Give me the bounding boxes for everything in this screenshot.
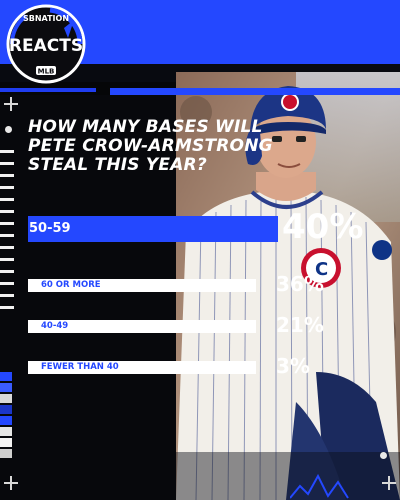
poll-option-percent: 21%	[276, 313, 324, 337]
logo-name: REACTS	[9, 36, 83, 56]
crosshair-icon	[4, 476, 18, 490]
accent-stripe	[110, 88, 400, 95]
poll-option-percent: 36%	[276, 272, 324, 296]
decorative-squares	[0, 372, 14, 460]
zigzag-decoration	[290, 473, 349, 499]
logo-top-text: SBNATION	[23, 14, 69, 23]
poll-bar-highlight	[28, 216, 278, 242]
poll-option-percent: 40%	[282, 207, 364, 247]
decorative-ticks	[0, 150, 18, 318]
title-line: STEAL THIS YEAR?	[28, 155, 207, 175]
crosshair-icon	[382, 476, 396, 490]
left-panel	[0, 95, 176, 500]
chart-title: HOW MANY BASES WILL PETE CROW-ARMSTRONG …	[28, 118, 298, 175]
crosshair-icon	[4, 97, 18, 111]
poll-option-percent: 3%	[276, 354, 310, 378]
poll-option-label: FEWER THAN 40	[41, 362, 119, 372]
poll-bar	[28, 279, 256, 292]
title-line: HOW MANY BASES WILL	[28, 117, 263, 137]
logo-league: MLB	[38, 68, 55, 76]
poll-bar	[28, 320, 256, 333]
title-line: PETE CROW-ARMSTRONG	[28, 136, 273, 156]
poll-option-label: 50-59	[29, 221, 71, 236]
dot-icon	[5, 126, 12, 133]
svg-text:C: C	[315, 259, 328, 280]
poll-bar	[28, 361, 256, 374]
poll-option-label: 40-49	[41, 321, 69, 331]
dot-icon	[380, 452, 387, 459]
poll-option-label: 60 OR MORE	[41, 280, 101, 290]
sbnation-reacts-logo: SBNATION REACTS MLB	[6, 4, 86, 84]
accent-stripe-short	[0, 88, 96, 92]
